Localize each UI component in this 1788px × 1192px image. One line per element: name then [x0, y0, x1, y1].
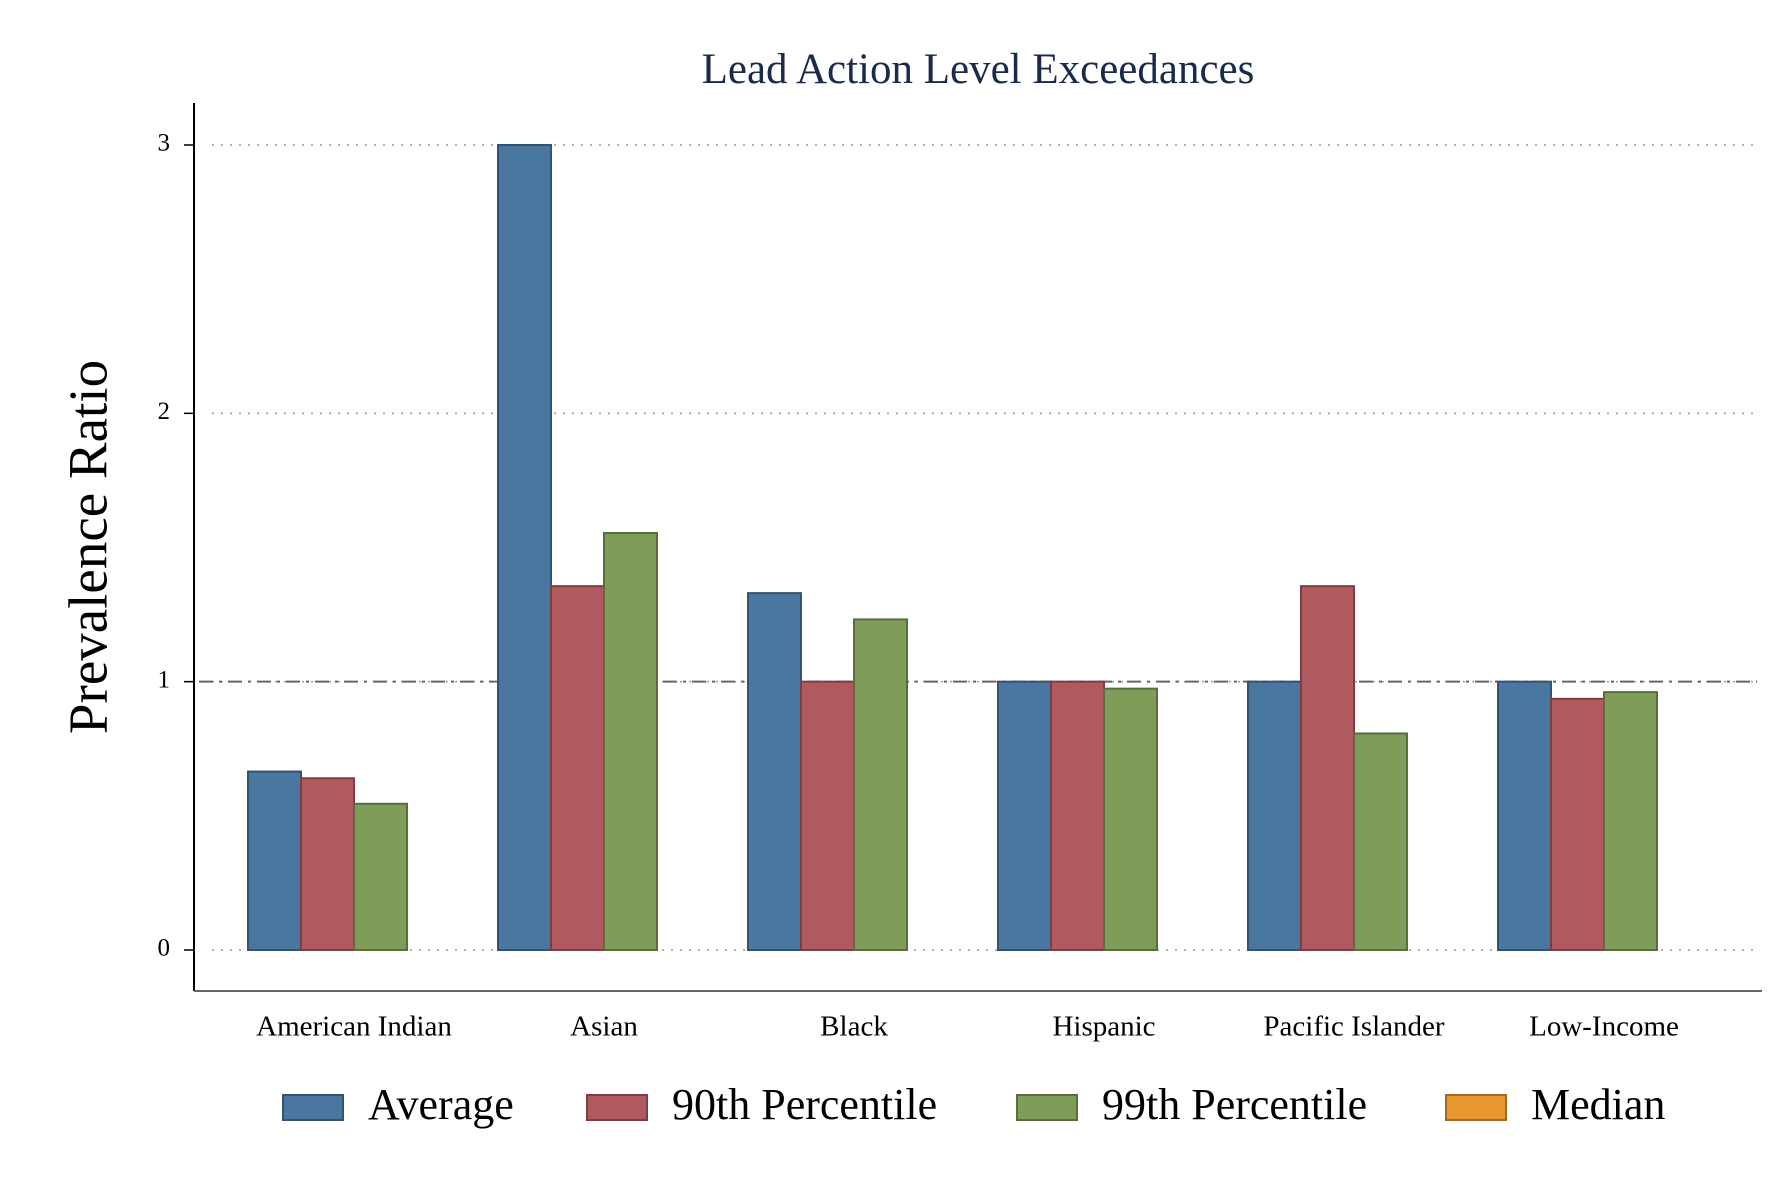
bar: [550, 585, 605, 951]
legend-swatch: [586, 1094, 648, 1121]
bar: [800, 680, 855, 952]
bar: [1603, 691, 1658, 951]
bar: [247, 770, 302, 952]
bar: [997, 680, 1052, 952]
x-tick-label: Pacific Islander: [1263, 1011, 1445, 1043]
bar: [300, 777, 355, 951]
x-tick-label: Asian: [570, 1011, 638, 1043]
x-tick-label: Black: [820, 1011, 888, 1043]
legend-label: 99th Percentile: [1102, 1080, 1367, 1129]
bar: [353, 802, 408, 952]
bar: [497, 144, 552, 951]
y-tick-label: 2: [158, 398, 171, 425]
bar: [1300, 585, 1355, 951]
chart-title: Lead Action Level Exceedances: [702, 46, 1255, 93]
y-tick-label: 1: [158, 666, 171, 693]
x-tick-label: Hispanic: [1052, 1011, 1155, 1043]
legend-label: 90th Percentile: [672, 1080, 937, 1129]
bar: [1353, 732, 1408, 952]
bar: [1497, 680, 1552, 952]
x-tick-label: Low-Income: [1529, 1011, 1679, 1043]
bar: [853, 618, 908, 951]
legend-swatch: [282, 1094, 344, 1121]
bar: [603, 532, 658, 951]
bar: [1550, 697, 1605, 952]
bar: [1247, 680, 1302, 952]
y-tick-label: 3: [158, 130, 171, 157]
legend-label: Average: [368, 1080, 514, 1129]
y-tick-label: 0: [158, 935, 171, 962]
legend-swatch: [1016, 1094, 1078, 1121]
x-tick-label: American Indian: [256, 1011, 452, 1043]
legend-label: Median: [1531, 1080, 1665, 1129]
legend-swatch: [1445, 1094, 1507, 1121]
bar: [1050, 680, 1105, 952]
bar: [747, 592, 802, 951]
y-axis-label: Prevalence Ratio: [58, 360, 119, 734]
bar: [1103, 687, 1158, 951]
